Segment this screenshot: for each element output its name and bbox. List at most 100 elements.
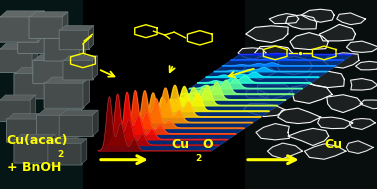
Polygon shape [269, 14, 299, 24]
Polygon shape [0, 43, 38, 49]
FancyBboxPatch shape [29, 16, 63, 38]
Polygon shape [278, 108, 321, 124]
Polygon shape [148, 85, 261, 117]
Polygon shape [8, 113, 48, 119]
FancyBboxPatch shape [14, 73, 54, 99]
Polygon shape [245, 89, 268, 99]
Text: 2: 2 [58, 150, 64, 159]
Polygon shape [38, 109, 82, 115]
Polygon shape [267, 143, 302, 159]
Polygon shape [79, 32, 85, 60]
Polygon shape [45, 32, 85, 38]
Polygon shape [98, 55, 352, 151]
Polygon shape [30, 12, 68, 17]
FancyBboxPatch shape [44, 83, 84, 108]
Polygon shape [239, 53, 352, 55]
FancyBboxPatch shape [37, 115, 77, 140]
Polygon shape [51, 27, 57, 53]
Polygon shape [60, 26, 93, 30]
Polygon shape [189, 78, 302, 89]
Polygon shape [242, 64, 277, 80]
Polygon shape [356, 61, 377, 70]
Polygon shape [206, 72, 319, 77]
Polygon shape [49, 134, 55, 163]
Polygon shape [349, 119, 375, 129]
Polygon shape [198, 76, 311, 83]
Polygon shape [53, 68, 60, 98]
Polygon shape [0, 11, 44, 17]
Polygon shape [38, 11, 44, 42]
Polygon shape [156, 86, 269, 112]
Polygon shape [257, 84, 292, 99]
FancyBboxPatch shape [33, 60, 71, 84]
Polygon shape [222, 63, 336, 66]
Polygon shape [98, 97, 211, 151]
Polygon shape [288, 128, 329, 146]
Polygon shape [277, 56, 313, 74]
Polygon shape [34, 55, 76, 60]
Text: Cu: Cu [324, 138, 342, 151]
Polygon shape [123, 90, 236, 134]
Polygon shape [75, 109, 82, 140]
Polygon shape [30, 95, 35, 121]
Polygon shape [351, 78, 377, 90]
Polygon shape [301, 9, 334, 22]
Polygon shape [62, 12, 68, 38]
Polygon shape [292, 84, 332, 103]
Polygon shape [305, 144, 346, 159]
Text: Cu: Cu [172, 138, 190, 151]
Polygon shape [181, 80, 294, 94]
Polygon shape [346, 41, 377, 52]
Polygon shape [139, 88, 253, 123]
Polygon shape [131, 91, 244, 129]
FancyBboxPatch shape [59, 30, 90, 50]
Polygon shape [360, 100, 377, 109]
Polygon shape [319, 24, 356, 41]
Polygon shape [0, 95, 35, 100]
Polygon shape [256, 124, 290, 140]
Polygon shape [164, 86, 277, 106]
Text: Cu(acac): Cu(acac) [7, 134, 68, 147]
Polygon shape [317, 117, 352, 129]
FancyBboxPatch shape [0, 49, 33, 72]
FancyBboxPatch shape [0, 100, 31, 122]
Polygon shape [214, 67, 327, 72]
Polygon shape [83, 77, 90, 108]
Polygon shape [32, 43, 38, 72]
Polygon shape [15, 134, 55, 140]
FancyBboxPatch shape [18, 32, 52, 53]
FancyBboxPatch shape [59, 115, 93, 137]
Polygon shape [60, 110, 98, 115]
Polygon shape [323, 53, 359, 68]
Polygon shape [106, 94, 219, 146]
Polygon shape [92, 110, 98, 136]
Polygon shape [246, 26, 288, 43]
FancyBboxPatch shape [14, 139, 50, 163]
Polygon shape [346, 141, 373, 153]
Polygon shape [41, 113, 48, 142]
Polygon shape [290, 33, 328, 50]
Polygon shape [231, 58, 344, 60]
Polygon shape [19, 27, 57, 32]
Polygon shape [49, 138, 87, 144]
Polygon shape [245, 0, 377, 189]
Polygon shape [92, 56, 97, 79]
Polygon shape [64, 56, 97, 60]
Polygon shape [238, 48, 266, 60]
Text: O: O [202, 138, 213, 151]
FancyBboxPatch shape [44, 37, 80, 61]
FancyBboxPatch shape [6, 119, 43, 142]
Polygon shape [15, 68, 60, 74]
Polygon shape [81, 138, 87, 164]
Polygon shape [255, 46, 292, 61]
Polygon shape [305, 71, 344, 88]
Polygon shape [286, 15, 317, 29]
Polygon shape [327, 95, 362, 112]
Polygon shape [89, 26, 93, 49]
Text: + BnOH: + BnOH [7, 161, 61, 174]
Polygon shape [173, 82, 286, 100]
Polygon shape [337, 13, 365, 25]
Polygon shape [115, 92, 228, 140]
Text: 2: 2 [195, 153, 201, 163]
FancyBboxPatch shape [48, 143, 82, 165]
